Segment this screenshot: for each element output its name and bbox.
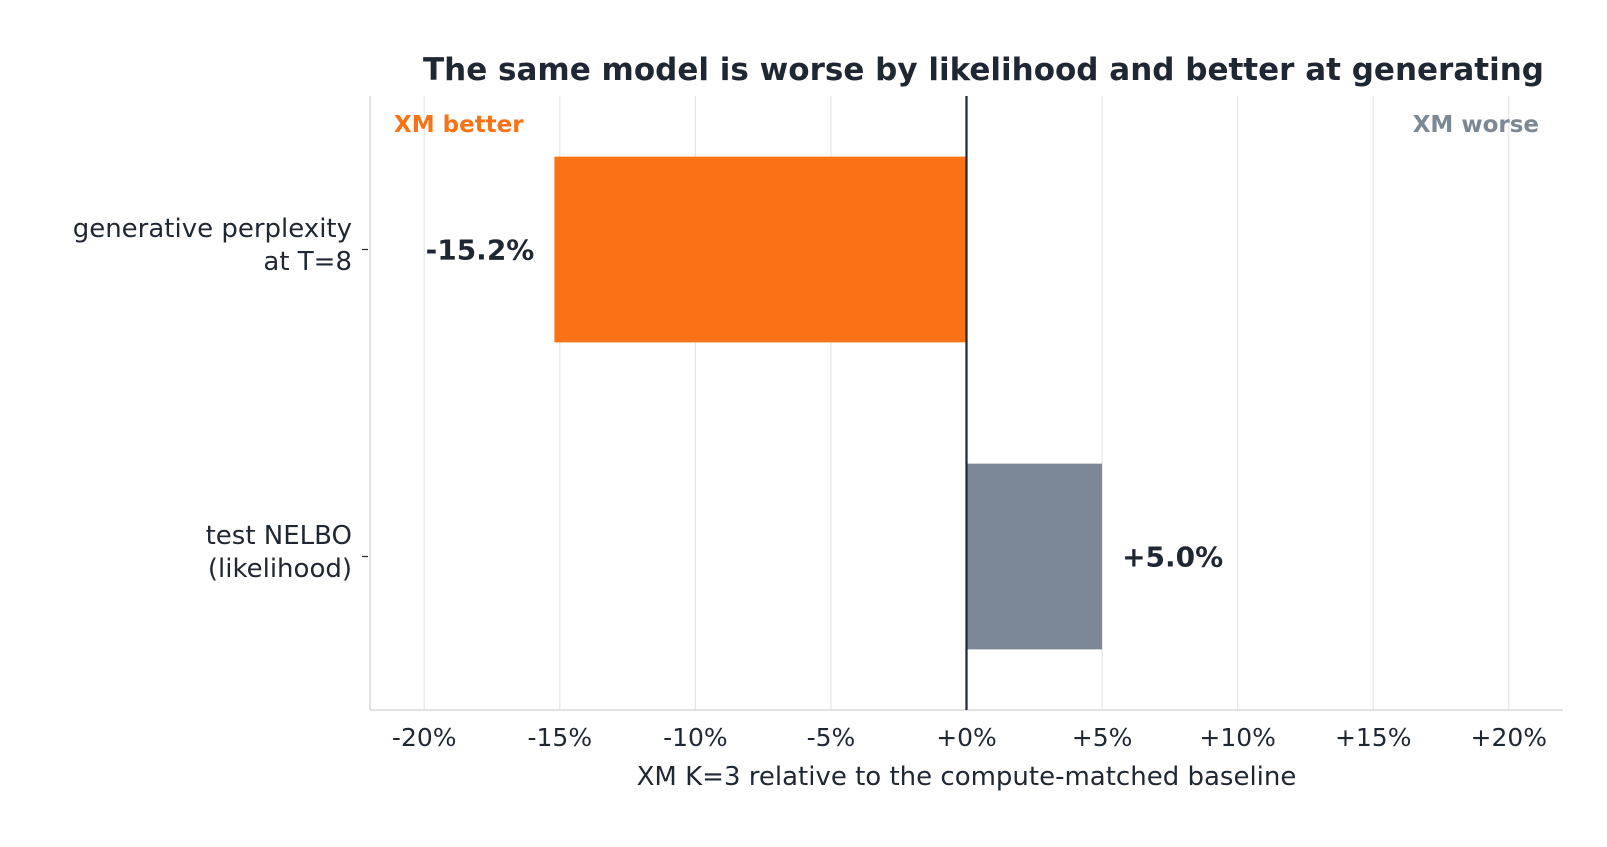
bar: [966, 463, 1103, 650]
chart-title: The same model is worse by likelihood an…: [423, 52, 1544, 88]
labels: -20% -15% -10% -5% +0% +5% +10% +15% +20% -15.2% g…: [73, 214, 1547, 752]
bar-value-label: +5.0%: [1122, 541, 1223, 574]
x-tick-label: -5%: [807, 723, 856, 752]
x-tick-label: +10%: [1199, 723, 1276, 752]
x-tick-label: +15%: [1335, 723, 1412, 752]
y-category-label: at T=8: [263, 247, 352, 277]
y-category-label: test NELBO: [206, 521, 352, 551]
x-tick-label: +0%: [936, 723, 997, 752]
axes: [362, 96, 1563, 711]
annotation-xm-better: XM better: [394, 112, 524, 138]
x-tick-label: -20%: [392, 723, 457, 752]
x-tick-label: -10%: [663, 723, 728, 752]
x-axis-label: XM K=3 relative to the compute-matched b…: [637, 762, 1297, 792]
bar: [554, 156, 967, 343]
y-category-label: (likelihood): [208, 554, 352, 584]
bars: [554, 156, 1103, 650]
y-category-label: generative perplexity: [73, 214, 352, 244]
annotation-xm-worse: XM worse: [1413, 112, 1539, 138]
bar-value-label: -15.2%: [426, 234, 535, 267]
x-tick-label: -15%: [527, 723, 592, 752]
x-tick-label: +20%: [1471, 723, 1548, 752]
x-tick-label: +5%: [1072, 723, 1133, 752]
